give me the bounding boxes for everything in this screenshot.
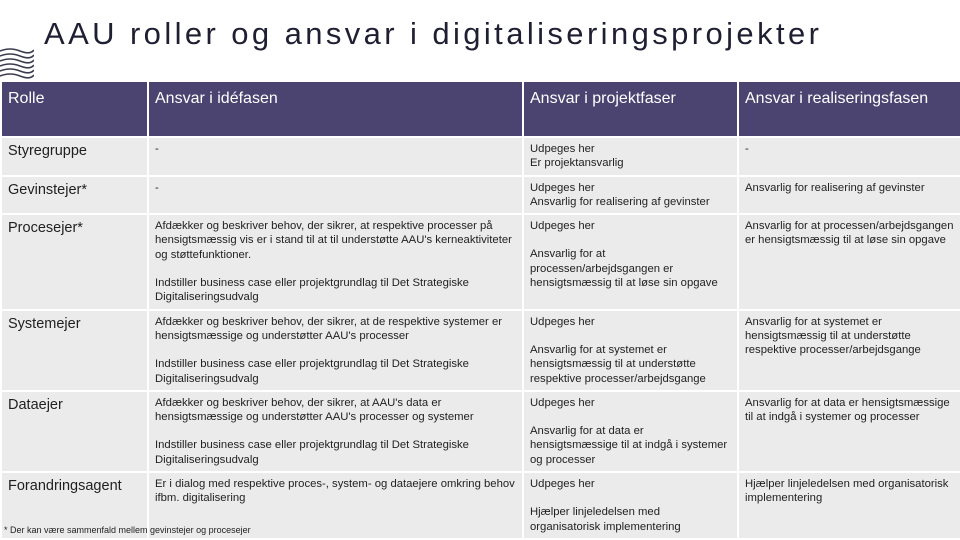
header-idea-phase: Ansvar i idéfasen	[149, 82, 522, 136]
role-cell: Dataejer	[2, 391, 147, 472]
roles-table: Rolle Ansvar i idéfasen Ansvar i projekt…	[0, 80, 960, 540]
project-cell: Udpeges her Ansvarlig for realisering af…	[524, 176, 737, 214]
idea-cell: Afdækker og beskriver behov, der sikrer,…	[149, 391, 522, 472]
project-cell: Udpeges her Ansvarlig for at systemet er …	[524, 310, 737, 390]
cell-paragraph: Ansvarlig for at systemet er hensigtsmæs…	[530, 343, 706, 385]
cell-paragraph: Ansvarlig for at systemet er hensigtsmæs…	[745, 315, 921, 357]
table-row: Forandringsagent Er i dialog med respekti…	[2, 473, 960, 538]
role-cell: Styregruppe	[2, 138, 147, 175]
role-cell: Gevinstejer*	[2, 176, 147, 214]
realisation-cell: -	[739, 138, 960, 175]
realisation-cell: Ansvarlig for at systemet er hensigtsmæs…	[739, 310, 960, 390]
cell-paragraph: Afdækker og beskriver behov, der sikrer,…	[155, 396, 474, 424]
header-role: Rolle	[2, 82, 147, 136]
header-project-phase: Ansvar i projektfaser	[524, 82, 737, 136]
project-cell: Udpeges her Ansvarlig for at processen/ar…	[524, 215, 737, 309]
cell-paragraph: -	[745, 143, 749, 155]
cell-paragraph: Afdækker og beskriver behov, der sikrer,…	[155, 315, 502, 342]
cell-paragraph: Ansvarlig for at data er hensigtsmæssige…	[745, 396, 950, 424]
role-cell: Forandringsagent	[2, 473, 147, 538]
cell-paragraph: Hjælper linjeledelsen med organisatorisk…	[745, 478, 949, 505]
role-cell: Procesejer*	[2, 215, 147, 309]
aau-waves-icon	[0, 48, 34, 79]
header-row: Rolle Ansvar i idéfasen Ansvar i projekt…	[2, 82, 960, 136]
cell-paragraph: Ansvarlig for at processen/arbejdsgangen…	[530, 248, 718, 290]
cell-paragraph: Ansvarlig for at processen/arbejdsgangen…	[745, 220, 954, 247]
page-title: AAU roller og ansvar i digitaliseringspr…	[44, 16, 823, 51]
cell-paragraph: Hjælper linjeledelsen med organisatorisk…	[530, 506, 681, 533]
footnote: * Der kan være sammenfald mellem gevinst…	[4, 525, 251, 535]
cell-paragraph: Udpeges her Er projektansvarlig	[530, 143, 624, 170]
cell-paragraph: -	[155, 181, 159, 194]
idea-cell: -	[149, 176, 522, 214]
table-row: Gevinstejer* - Udpeges her Ansvarlig for r…	[2, 176, 960, 214]
cell-paragraph: Indstiller business case eller projektgr…	[155, 277, 469, 304]
cell-paragraph: Indstiller business case eller projektgr…	[155, 439, 469, 466]
roles-body: Styregruppe - Udpeges her Er projektansvar…	[2, 138, 960, 538]
cell-paragraph: Udpeges her Ansvarlig for realisering af…	[530, 181, 710, 208]
header-realisation-phase: Ansvar i realiseringsfasen	[739, 82, 960, 136]
cell-paragraph: -	[155, 143, 159, 155]
cell-paragraph: Udpeges her	[530, 220, 595, 233]
cell-paragraph: Ansvarlig for at data er hensigtsmæssige…	[530, 425, 728, 466]
project-cell: Udpeges her Er projektansvarlig	[524, 138, 737, 175]
project-cell: Udpeges her Ansvarlig for at data er hens…	[524, 391, 737, 472]
cell-paragraph: Indstiller business case eller projektgr…	[155, 358, 469, 385]
realisation-cell: Ansvarlig for at data er hensigtsmæssige…	[739, 391, 960, 472]
project-cell: Udpeges her Hjælper linjeledelsen med org…	[524, 473, 737, 538]
idea-cell: Afdækker og beskriver behov, der sikrer,…	[149, 215, 522, 309]
idea-cell: Er i dialog med respektive proces-, syst…	[149, 473, 522, 538]
table-row: Styregruppe - Udpeges her Er projektansvar…	[2, 138, 960, 175]
cell-paragraph: Udpeges her	[530, 315, 595, 328]
table-row: Procesejer* Afdækker og beskriver behov, …	[2, 215, 960, 309]
idea-cell: -	[149, 138, 522, 175]
cell-paragraph: Er i dialog med respektive proces-, syst…	[155, 478, 515, 505]
role-cell: Systemejer	[2, 310, 147, 390]
cell-paragraph: Udpeges her	[530, 478, 595, 491]
realisation-cell: Ansvarlig for realisering af gevinster	[739, 176, 960, 214]
table-row: Dataejer Afdækker og beskriver behov, der…	[2, 391, 960, 472]
realisation-cell: Ansvarlig for at processen/arbejdsgangen…	[739, 215, 960, 309]
cell-paragraph: Udpeges her	[530, 396, 595, 409]
realisation-cell: Hjælper linjeledelsen med organisatorisk…	[739, 473, 960, 538]
table-row: Systemejer Afdækker og beskriver behov, d…	[2, 310, 960, 390]
idea-cell: Afdækker og beskriver behov, der sikrer,…	[149, 310, 522, 390]
cell-paragraph: Ansvarlig for realisering af gevinster	[745, 181, 925, 194]
cell-paragraph: Afdækker og beskriver behov, der sikrer,…	[155, 220, 512, 261]
